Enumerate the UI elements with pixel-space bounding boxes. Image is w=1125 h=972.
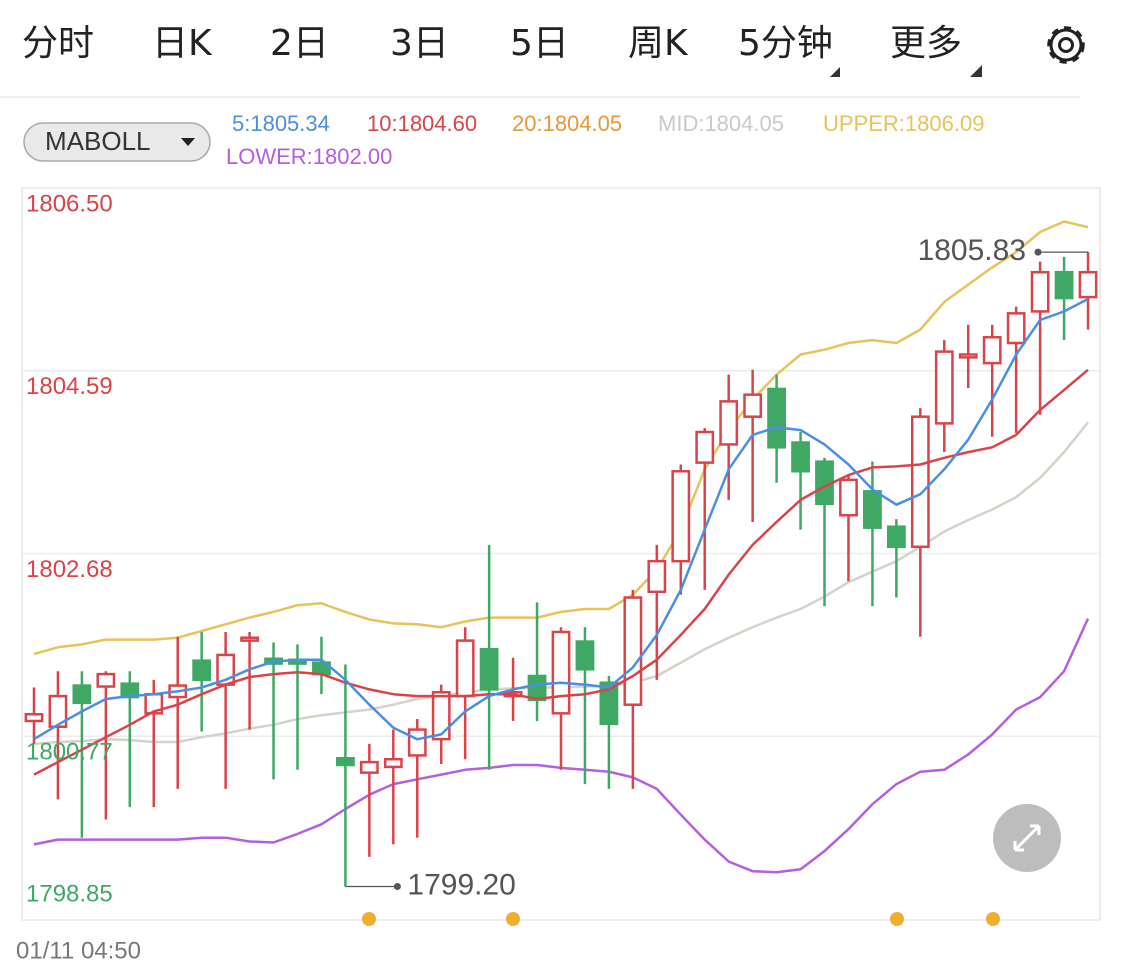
candle-body xyxy=(551,630,571,715)
indicator-line xyxy=(33,368,1089,776)
candle-body xyxy=(671,469,691,563)
event-dot[interactable] xyxy=(506,912,520,926)
event-dot[interactable] xyxy=(986,912,1000,926)
tab[interactable]: 5日 xyxy=(510,23,569,64)
y-tick-label: 1806.50 xyxy=(26,190,113,217)
tab-corner xyxy=(830,67,840,77)
candle-body xyxy=(1078,270,1098,299)
y-axis: 1798.85 1800.77 1802.68 1804.59 1806.50 xyxy=(26,190,113,907)
expand-arrows xyxy=(1013,824,1041,852)
tab[interactable]: 5分钟 xyxy=(738,23,833,64)
indicator-line xyxy=(33,297,1089,741)
legend-entry: UPPER:1806.09 xyxy=(823,111,984,136)
candle-body xyxy=(1030,270,1050,313)
gear-ring xyxy=(1049,28,1083,62)
event-dots xyxy=(362,912,1000,926)
tab[interactable]: 3日 xyxy=(390,23,449,64)
extreme-label: 1799.20 xyxy=(407,868,515,901)
tab[interactable]: 日K xyxy=(152,23,213,64)
legend-entry: 10:1804.60 xyxy=(367,111,477,136)
candle-body xyxy=(647,559,667,594)
candle-body xyxy=(431,691,451,741)
gear-hub xyxy=(1058,37,1074,53)
tab[interactable]: 分时 xyxy=(22,23,94,64)
extreme-labels: 1805.83 1799.20 xyxy=(345,234,1089,901)
grid xyxy=(22,187,1100,921)
time-label: 01/11 04:50 xyxy=(16,937,141,964)
legend-entry: MID:1804.05 xyxy=(658,111,784,136)
candles xyxy=(24,252,1098,887)
legend-entry: 5:1805.34 xyxy=(232,111,330,136)
candle-body xyxy=(886,525,906,549)
candle-body xyxy=(958,353,978,359)
indicator-line xyxy=(33,220,1089,656)
candle-body xyxy=(743,393,763,418)
candle-body xyxy=(695,430,715,464)
tab-bar: 分时 日K 2日 3日 5日 周K 5分钟 更多 xyxy=(22,23,962,64)
dropdown-arrow xyxy=(181,138,195,146)
candle-body xyxy=(791,441,810,473)
candle-body xyxy=(575,640,595,671)
extreme-label: 1805.83 xyxy=(918,234,1026,267)
indicator-select[interactable]: MABOLL xyxy=(23,122,211,162)
extreme-dot xyxy=(393,883,401,891)
candle-body xyxy=(910,415,930,549)
y-tick-label: 1802.68 xyxy=(26,556,113,583)
y-tick-label: 1804.59 xyxy=(26,373,113,400)
gear-teeth xyxy=(1047,26,1085,64)
candle-body xyxy=(934,350,954,425)
tab-corner xyxy=(970,65,982,77)
candle-body xyxy=(240,636,259,642)
candle-body xyxy=(767,387,786,449)
candle-body xyxy=(359,760,379,774)
candle-body xyxy=(527,674,547,702)
indicator-label: MABOLL xyxy=(45,126,151,156)
legend: 5:1805.34 10:1804.60 20:1804.05 MID:1804.05… xyxy=(226,111,984,169)
candle-body xyxy=(839,478,858,517)
candle-body xyxy=(96,672,116,688)
tab[interactable]: 周K xyxy=(628,23,689,64)
candle-body xyxy=(192,659,212,682)
candle-body xyxy=(719,400,739,446)
candle-body xyxy=(479,647,499,691)
candle-body xyxy=(1006,312,1026,345)
candle-body xyxy=(383,757,403,769)
extreme-dot xyxy=(1034,248,1042,256)
candle-body xyxy=(336,757,355,767)
expand-button[interactable] xyxy=(993,804,1061,872)
candle-body xyxy=(48,694,68,728)
candle-body xyxy=(623,596,643,706)
tab[interactable]: 更多 xyxy=(890,23,962,64)
legend-entry: LOWER:1802.00 xyxy=(226,144,392,169)
tab[interactable]: 2日 xyxy=(270,23,329,64)
candle-body xyxy=(863,490,882,529)
y-tick-label: 1800.77 xyxy=(26,739,113,766)
indicator-pill xyxy=(23,122,211,162)
candle-body xyxy=(455,639,475,698)
y-tick-label: 1798.85 xyxy=(26,880,113,907)
settings-icon[interactable] xyxy=(1047,26,1085,64)
candle-body xyxy=(24,713,44,723)
event-dot[interactable] xyxy=(362,912,376,926)
ma-lines xyxy=(33,297,1089,776)
legend-entry: 20:1804.05 xyxy=(512,111,622,136)
candle-body xyxy=(599,681,619,726)
candle-body xyxy=(72,684,92,705)
event-dot[interactable] xyxy=(890,912,904,926)
candle-body xyxy=(982,336,1002,365)
indicator-lines xyxy=(33,220,1090,874)
candle-body xyxy=(1054,270,1074,300)
candle-body xyxy=(407,728,427,757)
